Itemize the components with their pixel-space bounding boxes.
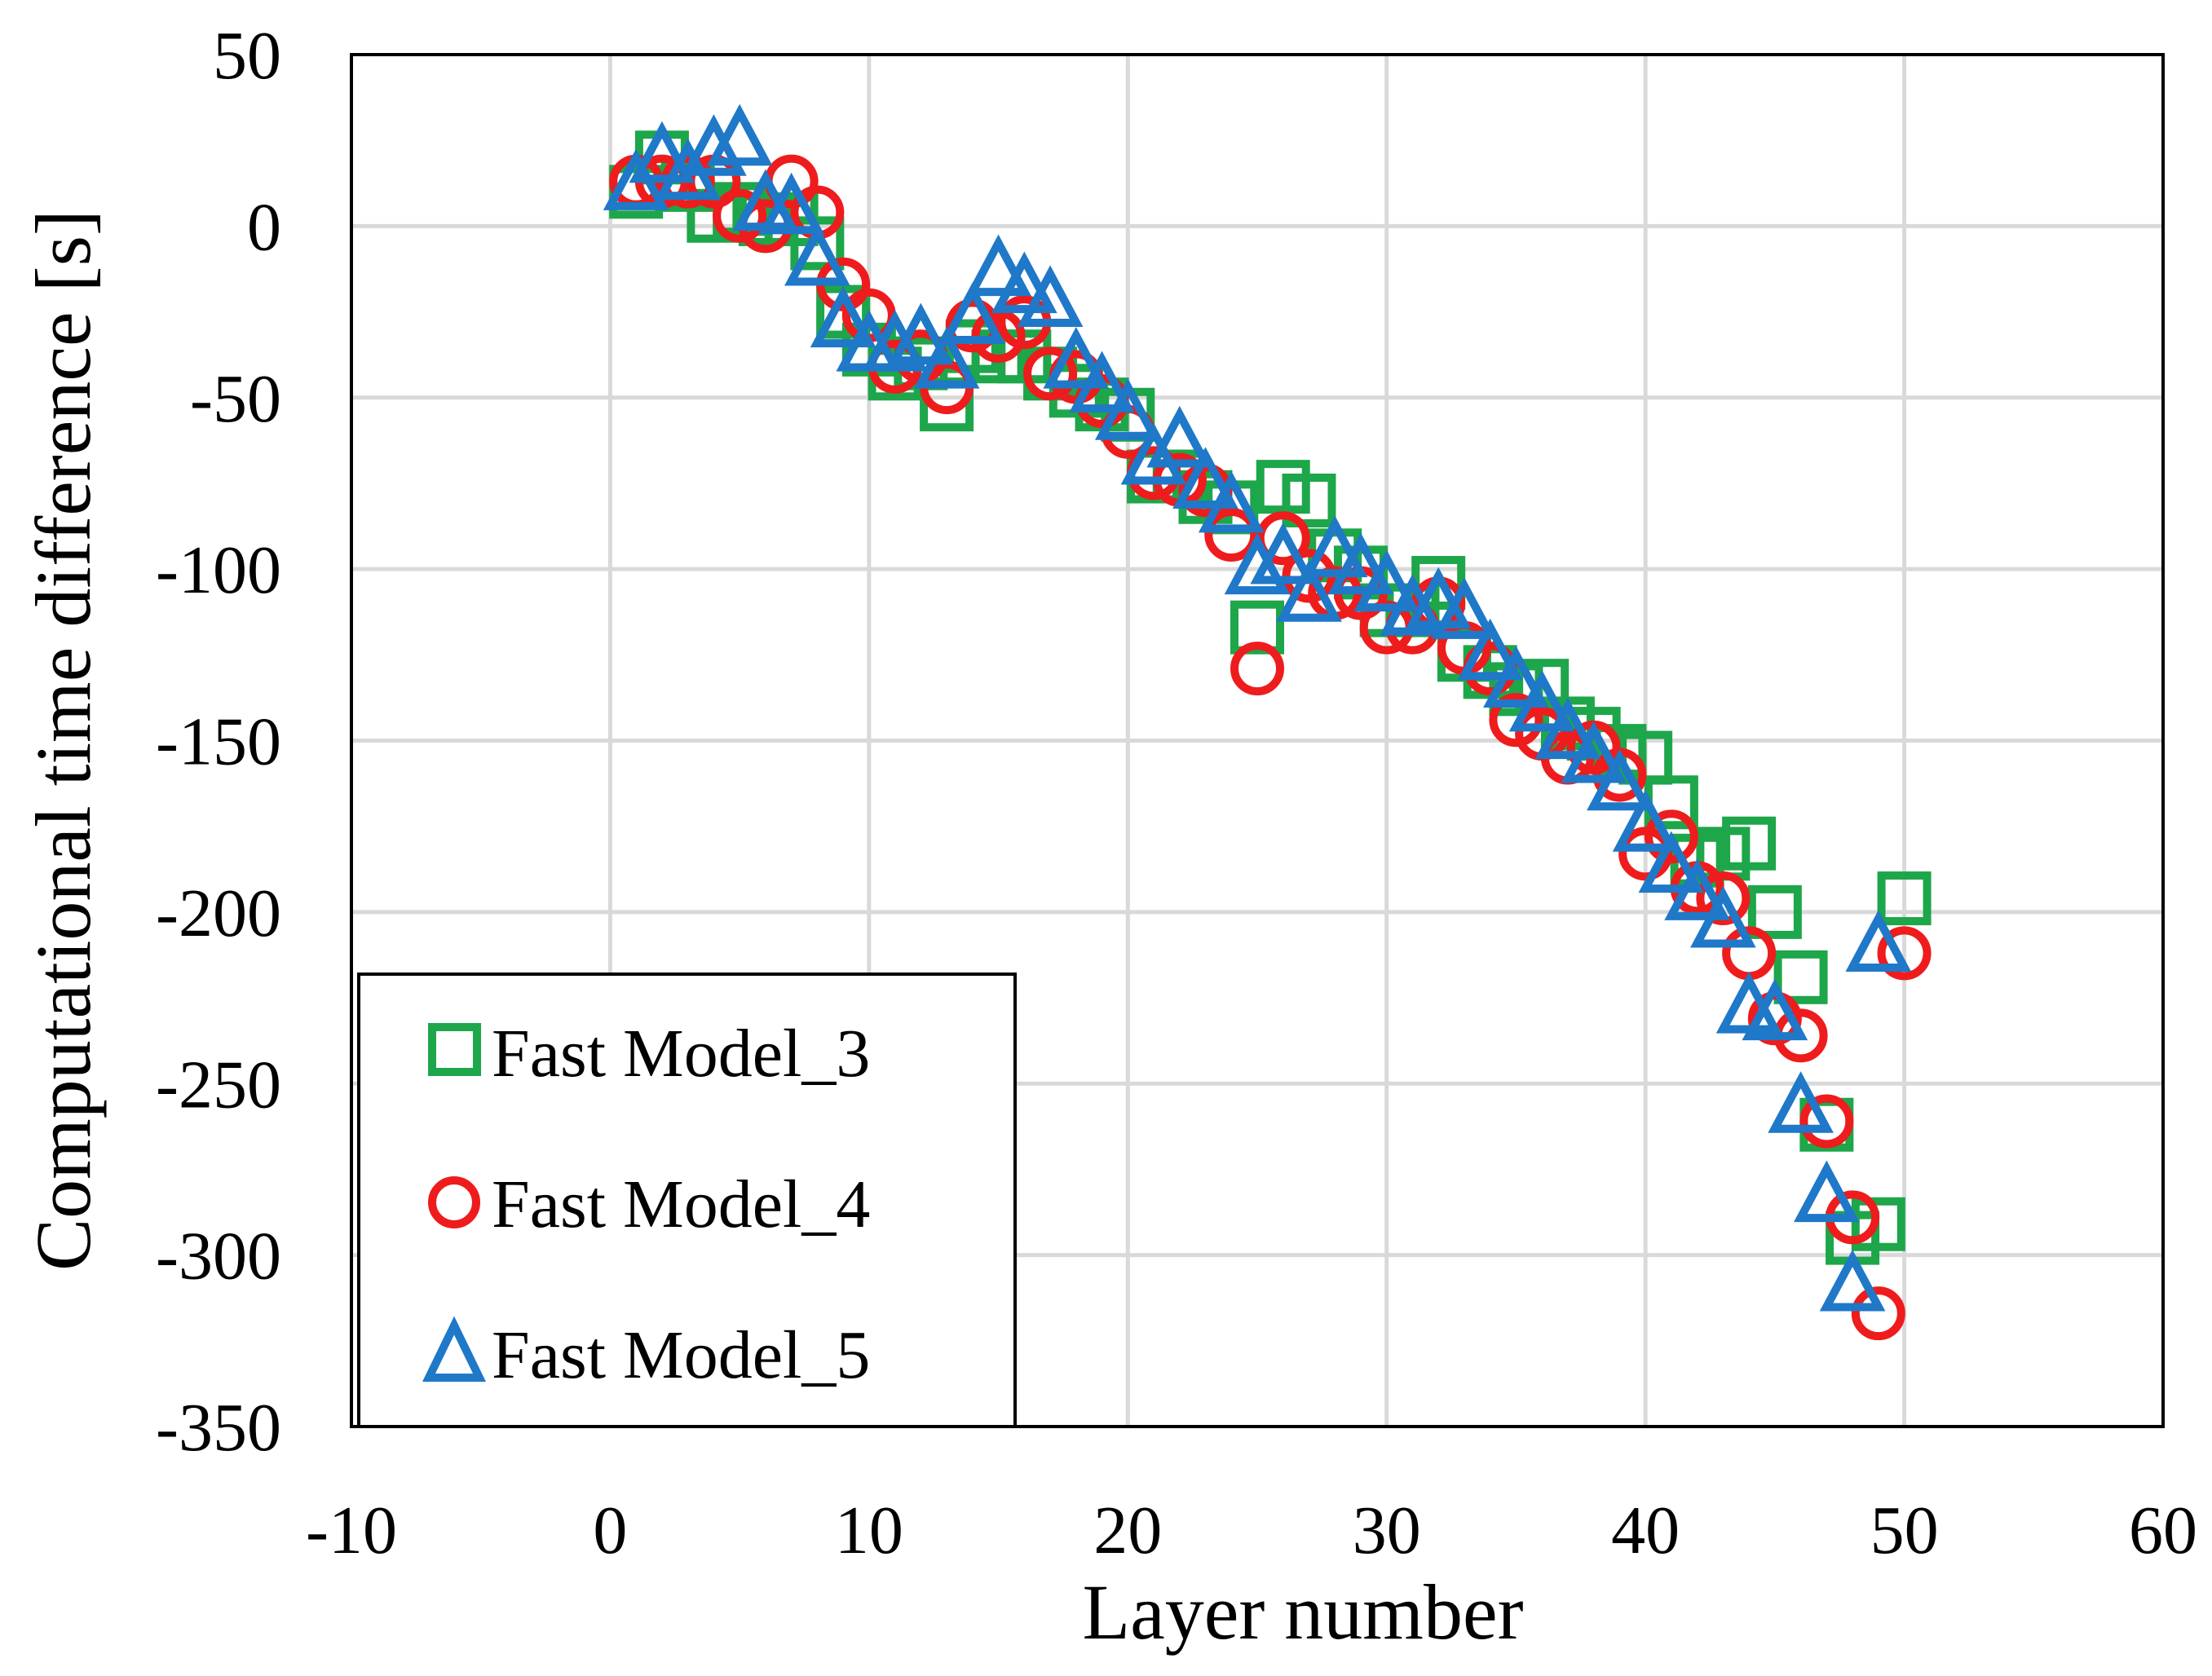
- series-triangle: [603, 104, 1912, 1312]
- data-point-triangle: [1690, 885, 1756, 948]
- x-tick-label: 40: [1611, 1493, 1680, 1568]
- legend-label-fast-model-4: Fast Model_4: [492, 1167, 870, 1242]
- data-point-square: [1851, 1197, 1905, 1251]
- data-point-triangle: [1431, 577, 1498, 639]
- data-point-triangle: [1094, 378, 1161, 440]
- data-point-triangle: [1069, 351, 1135, 413]
- x-tick-label: 20: [1093, 1493, 1162, 1568]
- data-point-triangle: [1146, 405, 1213, 468]
- data-point-triangle: [1664, 858, 1730, 920]
- data-point-triangle: [1587, 748, 1653, 811]
- data-point-circle: [1489, 693, 1543, 748]
- data-point-square: [1722, 816, 1777, 871]
- x-tick-label: 30: [1353, 1493, 1421, 1568]
- x-tick-label: 50: [1870, 1493, 1939, 1568]
- data-point-circle: [1877, 926, 1932, 981]
- y-tick-label: 50: [213, 18, 281, 94]
- data-markers: [603, 104, 1932, 1341]
- x-tick-label: 10: [835, 1493, 903, 1568]
- y-tick-label: -200: [156, 875, 281, 951]
- data-point-triangle: [629, 121, 695, 183]
- legend-marker-circle: [428, 1176, 480, 1228]
- y-tick-label: -100: [156, 532, 281, 608]
- data-point-triangle: [810, 285, 876, 348]
- data-point-triangle: [1276, 560, 1342, 622]
- x-tick-label: 0: [593, 1493, 627, 1568]
- data-point-triangle: [1457, 618, 1524, 681]
- data-point-square: [790, 216, 845, 271]
- legend: Fast Model_3 Fast Model_4 Fast Model_5: [357, 973, 1017, 1428]
- data-point-circle: [1256, 511, 1310, 566]
- data-point-triangle: [1405, 567, 1472, 629]
- data-point-square: [1230, 600, 1284, 655]
- tick-labels: -10 0 10 20 30 40 50 60500-50-100-150-200-250-3…: [156, 18, 2197, 1568]
- data-point-triangle: [1043, 327, 1110, 389]
- data-point-circle: [1799, 1094, 1854, 1149]
- data-point-circle: [1644, 809, 1698, 864]
- data-point-triangle: [784, 223, 850, 286]
- data-point-triangle: [991, 251, 1057, 314]
- data-point-triangle: [1483, 646, 1549, 708]
- data-point-triangle: [1534, 697, 1601, 760]
- y-axis-label: Computational time difference [s]: [20, 210, 107, 1271]
- data-point-triangle: [1561, 721, 1627, 783]
- data-point-triangle: [1638, 831, 1705, 893]
- plot-area-border: [350, 53, 2165, 1428]
- data-point-triangle: [1172, 447, 1238, 509]
- data-point-circle: [713, 188, 767, 243]
- data-point-triangle: [1017, 265, 1084, 327]
- data-point-triangle: [1353, 549, 1420, 612]
- data-point-triangle: [1120, 422, 1187, 485]
- data-point-triangle: [965, 234, 1031, 297]
- y-tick-label: -150: [156, 704, 281, 780]
- x-axis-label: Layer number: [1082, 1568, 1523, 1656]
- y-tick-label: -300: [156, 1219, 281, 1294]
- data-point-triangle: [1327, 532, 1394, 595]
- data-point-triangle: [681, 114, 747, 176]
- data-point-triangle: [1845, 910, 1912, 972]
- data-point-square: [1747, 884, 1802, 939]
- data-point-triangle: [888, 302, 954, 365]
- data-point-square: [1773, 950, 1828, 1004]
- data-point-triangle: [1768, 1071, 1834, 1133]
- data-point-triangle: [1794, 1160, 1860, 1223]
- y-tick-label: -50: [190, 361, 281, 437]
- legend-marker-triangle: [422, 1316, 486, 1382]
- data-point-triangle: [1250, 522, 1317, 584]
- legend-label-fast-model-3: Fast Model_3: [492, 1016, 870, 1092]
- data-point-circle: [1696, 871, 1751, 926]
- data-point-triangle: [939, 282, 1006, 344]
- legend-label-fast-model-5: Fast Model_5: [492, 1317, 870, 1393]
- data-point-triangle: [706, 104, 773, 166]
- data-point-triangle: [1742, 978, 1808, 1041]
- data-point-square: [1877, 871, 1932, 926]
- data-point-triangle: [913, 327, 980, 389]
- data-point-square: [1282, 473, 1336, 527]
- data-point-triangle: [1198, 470, 1265, 533]
- y-tick-label: -250: [156, 1047, 281, 1122]
- legend-marker-square: [428, 1023, 481, 1076]
- data-point-circle: [1204, 508, 1259, 562]
- data-point-circle: [1230, 642, 1284, 696]
- data-point-triangle: [1819, 1249, 1886, 1312]
- data-point-triangle: [1301, 515, 1368, 578]
- data-point-triangle: [1508, 669, 1575, 732]
- y-tick-label: -350: [156, 1390, 281, 1466]
- data-point-circle: [1023, 346, 1078, 401]
- data-point-triangle: [758, 172, 824, 235]
- x-tick-label: 60: [2129, 1493, 2197, 1568]
- y-tick-label: 0: [247, 189, 281, 265]
- x-tick-label: -10: [306, 1493, 397, 1568]
- data-point-circle: [1851, 1286, 1905, 1341]
- data-point-triangle: [1612, 790, 1679, 852]
- data-point-triangle: [1224, 532, 1291, 595]
